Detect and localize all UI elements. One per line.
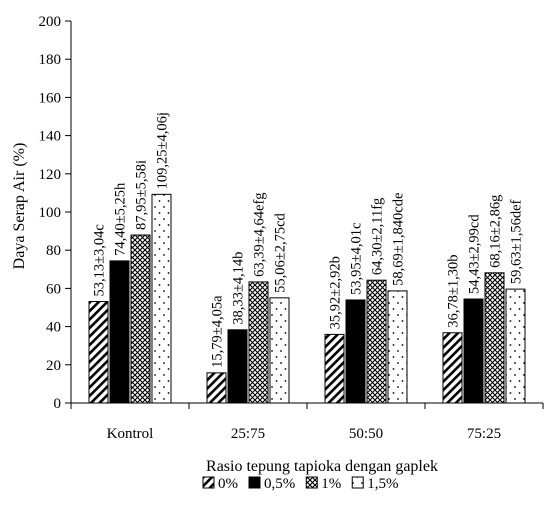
x-tick-label: 50:50 xyxy=(349,426,383,442)
legend: 0% 0,5% 1% 1,5% xyxy=(202,476,399,492)
y-tick-label: 200 xyxy=(39,14,62,30)
y-tick-label: 140 xyxy=(39,129,62,145)
data-label: 74,40±5,25h xyxy=(113,182,129,256)
data-label: 63,39±4,64efg xyxy=(252,192,268,276)
legend-label: 0,5% xyxy=(264,476,295,492)
y-tick-label: 160 xyxy=(39,90,62,106)
legend-label: 0% xyxy=(218,476,238,492)
bar xyxy=(463,298,484,404)
bar xyxy=(206,372,227,404)
legend-swatch xyxy=(305,476,318,489)
legend-swatch xyxy=(351,476,364,489)
y-tick-label: 40 xyxy=(46,320,61,336)
data-label: 58,69±1,840cde xyxy=(391,193,407,286)
x-axis: Kontrol 25:75 50:50 75:25 xyxy=(70,402,544,442)
x-tick-label: 25:75 xyxy=(231,426,265,442)
y-axis-label: Daya Serap Air (%) xyxy=(11,143,28,270)
bar xyxy=(387,290,408,404)
y-tick-label: 100 xyxy=(39,205,62,221)
bar xyxy=(248,281,269,404)
data-label: 87,95±5,58i xyxy=(134,160,150,230)
legend-swatch xyxy=(248,476,261,489)
bar xyxy=(269,297,290,404)
legend-label: 1% xyxy=(321,476,341,492)
y-tick-label: 20 xyxy=(46,358,61,374)
data-label: 64,30±2,11fg xyxy=(370,198,386,276)
y-tick-label: 60 xyxy=(46,281,61,297)
bar xyxy=(151,193,172,404)
bar xyxy=(345,299,366,404)
bar xyxy=(505,288,526,404)
data-label: 38,33±4,14b xyxy=(231,252,247,325)
bar xyxy=(227,329,248,404)
bar xyxy=(109,260,130,404)
bar xyxy=(442,332,463,404)
y-tick-label: 0 xyxy=(54,396,62,412)
bars xyxy=(88,193,526,404)
y-tick-label: 80 xyxy=(46,243,61,259)
bar xyxy=(130,234,151,404)
data-label: 59,63±1,56def xyxy=(509,199,525,284)
y-axis-title: Daya Serap Air (%) xyxy=(11,143,28,270)
data-label: 35,92±2,92b xyxy=(328,256,344,329)
bar xyxy=(324,333,345,404)
bar xyxy=(366,279,387,404)
x-tick-label: 75:25 xyxy=(467,426,501,442)
x-axis-label: Rasio tepung tapioka dengan gaplek xyxy=(206,458,438,475)
x-tick-label: Kontrol xyxy=(107,426,154,442)
data-label: 54,43±2,99cd xyxy=(467,214,483,294)
legend-swatch xyxy=(202,476,215,489)
legend-label: 1,5% xyxy=(367,476,398,492)
bar xyxy=(484,272,505,404)
data-label: 15,79±4,05a xyxy=(210,295,226,368)
y-axis: 0 20 40 60 80 100 120 140 160 180 200 xyxy=(39,14,72,412)
data-label: 109,25±4,06j xyxy=(155,112,171,189)
data-label: 68,16±2,86g xyxy=(488,195,504,268)
data-label: 36,78±1,30b xyxy=(446,255,462,328)
data-label: 53,13±3,04c xyxy=(92,224,108,296)
data-labels: 53,13±3,04c 74,40±5,25h 87,95±5,58i 109,25±… xyxy=(92,112,525,368)
y-tick-label: 120 xyxy=(39,167,62,183)
y-tick-label: 180 xyxy=(39,52,62,68)
data-label: 55,06±2,75cd xyxy=(273,212,289,292)
bar xyxy=(88,301,109,404)
data-label: 53,95±4,01c xyxy=(349,223,365,295)
